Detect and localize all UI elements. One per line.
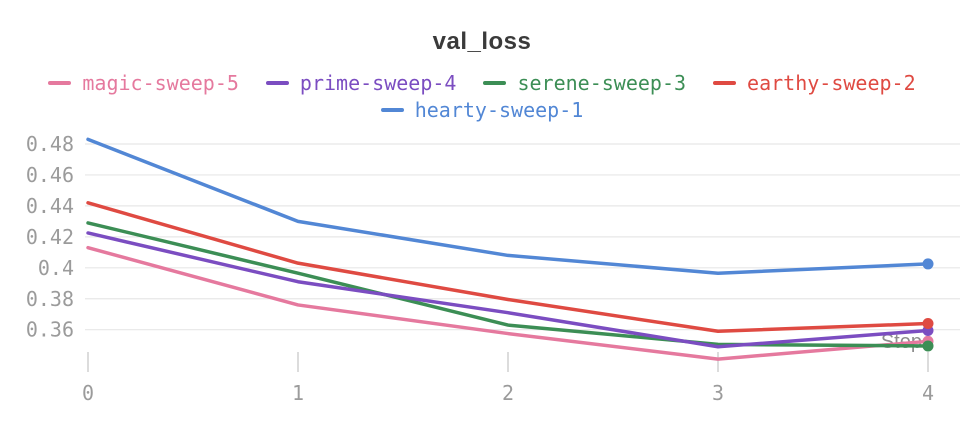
legend-label: hearty-sweep-1 [414,98,584,122]
legend-row: hearty-sweep-1 [380,98,584,122]
legend-item-magic-sweep-5[interactable]: magic-sweep-5 [48,71,239,95]
x-tick-label: 4 [922,381,934,405]
legend-item-prime-sweep-4[interactable]: prime-sweep-4 [265,71,457,95]
legend-item-earthy-sweep-2[interactable]: earthy-sweep-2 [713,71,916,95]
y-tick-label: 0.44 [26,194,74,218]
y-tick-label: 0.4 [38,256,74,280]
legend-label: prime-sweep-4 [299,71,457,95]
legend-label: earthy-sweep-2 [747,71,916,95]
endpoint-dot-hearty-sweep-1[interactable] [922,258,934,270]
legend-swatch-icon [380,108,404,112]
series-line-magic-sweep-5[interactable] [86,245,930,361]
legend-swatch-icon [483,81,507,85]
legend-swatch-icon [265,81,289,85]
y-tick-label: 0.48 [26,132,74,156]
legend-label: magic-sweep-5 [82,71,239,95]
x-tick-label: 3 [712,381,724,405]
y-tick-label: 0.38 [26,287,74,311]
endpoint-dot-serene-sweep-3[interactable] [922,340,934,352]
x-tick-label: 2 [502,381,514,405]
legend-row: magic-sweep-5 prime-sweep-4 serene-sweep-3… [48,71,916,95]
legend-item-serene-sweep-3[interactable]: serene-sweep-3 [483,71,686,95]
legend-label: serene-sweep-3 [517,71,687,95]
x-tick-label: 0 [82,381,94,405]
y-tick-label: 0.46 [26,163,74,187]
y-tick-label: 0.36 [26,318,74,342]
legend: magic-sweep-5 prime-sweep-4 serene-sweep-3… [0,71,964,122]
series-line-serene-sweep-3[interactable] [86,221,930,348]
series-line-earthy-sweep-2[interactable] [86,201,930,333]
endpoint-dot-earthy-sweep-2[interactable] [922,318,934,330]
legend-swatch-icon [713,81,737,85]
y-tick-label: 0.42 [26,225,74,249]
series-line-hearty-sweep-1[interactable] [86,137,930,275]
series-line-prime-sweep-4[interactable] [86,231,930,349]
legend-item-hearty-sweep-1[interactable]: hearty-sweep-1 [380,98,584,122]
x-tick-label: 1 [292,381,304,405]
legend-swatch-icon [48,81,72,85]
chart-title: val_loss [432,28,532,55]
